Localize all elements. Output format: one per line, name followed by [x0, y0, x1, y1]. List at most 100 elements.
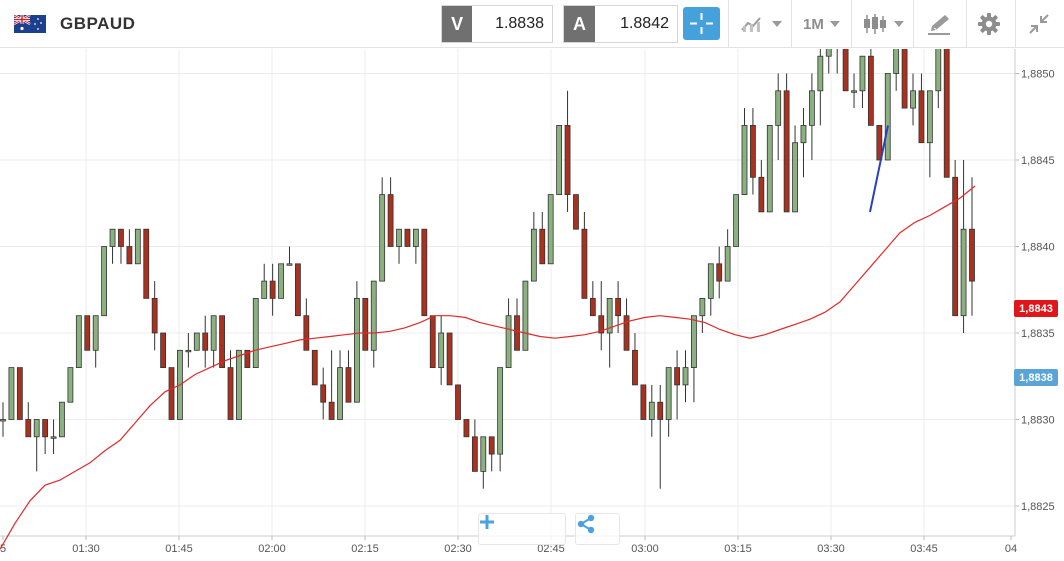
candle-down	[446, 332, 453, 386]
candle-down	[421, 228, 428, 317]
candle-down	[969, 228, 975, 282]
chevron-down-icon	[894, 21, 904, 27]
candle-down	[640, 384, 647, 420]
buy-quote-button[interactable]: A 1.8842	[563, 5, 678, 43]
candle-down	[295, 263, 301, 317]
candle-down	[328, 401, 335, 420]
candle-down	[632, 349, 638, 386]
candle-down	[227, 367, 234, 420]
candle-up	[893, 49, 900, 74]
y-axis-tick-label: 1,8845	[1021, 155, 1055, 167]
zoom-controls	[478, 513, 566, 545]
candle-down	[943, 49, 950, 178]
share-button[interactable]	[575, 513, 620, 545]
y-axis-tick-label: 1,8830	[1021, 415, 1055, 427]
candle-down	[842, 49, 849, 92]
buy-price: 1.8842	[620, 15, 669, 32]
candle-up	[792, 142, 798, 213]
chart-toolbar: GBPAUD V 1.8838 A 1.8842 1M	[0, 0, 1064, 48]
candle-down	[362, 297, 369, 351]
toolbar-divider	[728, 0, 729, 48]
candle-down	[404, 228, 411, 247]
candlestick-chart[interactable]: 1,8825 1,8830 1,8835 1,8840 1,8845 1,8850 1,88…	[0, 49, 1064, 561]
candle-up	[438, 332, 445, 368]
collapse-button[interactable]	[1027, 6, 1051, 42]
zoom-in-button[interactable]	[480, 515, 559, 543]
candle-down	[269, 280, 276, 299]
crosshair-button[interactable]	[683, 7, 720, 40]
toolbar-divider	[913, 0, 914, 48]
candle-up	[286, 263, 293, 266]
candle-down	[143, 228, 150, 299]
candle-down	[311, 349, 318, 386]
y-axis-tick-label: 1,8850	[1021, 69, 1055, 81]
candle-up	[396, 228, 402, 247]
candle-up	[59, 401, 65, 438]
candle-up	[809, 90, 815, 126]
candle-up	[109, 228, 116, 247]
candle-up	[370, 280, 377, 351]
candle-up	[825, 49, 832, 57]
sell-quote-button[interactable]: V 1.8838	[441, 5, 553, 43]
price-chart[interactable]: 1,8825 1,8830 1,8835 1,8840 1,8845 1,8850 1,88…	[0, 49, 1064, 561]
candle-up	[775, 90, 782, 126]
instrument-name: GBPAUD	[60, 14, 136, 33]
trend-line	[869, 125, 889, 213]
chart-type-dropdown[interactable]	[740, 6, 782, 42]
candle-up	[412, 228, 419, 247]
candle-up	[101, 246, 108, 317]
x-axis-tick-label: 03:15	[724, 543, 752, 555]
candle-up	[67, 367, 74, 403]
candle-up	[185, 349, 192, 353]
settings-button[interactable]	[977, 6, 1001, 42]
candle-up	[236, 349, 242, 420]
x-axis-tick-label: 02:30	[444, 543, 472, 555]
candle-down	[918, 90, 925, 144]
timeframe-label: 1M	[803, 15, 824, 33]
candle-down	[84, 315, 91, 351]
y-axis-tick-label: 1,8835	[1021, 328, 1055, 340]
candle-down	[598, 315, 605, 334]
candle-down	[750, 125, 756, 178]
x-axis-tick-label: 02:15	[351, 543, 379, 555]
candle-up	[724, 246, 731, 282]
timeframe-dropdown[interactable]: 1M	[803, 6, 840, 42]
candle-up	[134, 228, 141, 265]
candle-down	[25, 419, 32, 438]
drawing-tools-button[interactable]	[926, 6, 952, 42]
candle-up	[741, 125, 748, 195]
candle-up	[92, 315, 99, 351]
instrument-selector[interactable]: GBPAUD	[13, 12, 136, 36]
sell-label: V	[442, 6, 473, 42]
candle-up	[682, 367, 689, 386]
x-axis-tick-label: 04	[1005, 543, 1017, 555]
candle-down	[151, 297, 158, 334]
y-axis-tick-label: 1,8825	[1021, 501, 1055, 513]
candle-up	[884, 73, 891, 161]
candle-down	[16, 367, 23, 420]
candle-down	[463, 419, 470, 438]
candle-down	[615, 297, 622, 317]
candle-up	[278, 263, 284, 299]
candle-down	[783, 90, 790, 213]
drawing-tool-icon	[928, 15, 950, 35]
candle-style-dropdown[interactable]	[862, 6, 904, 42]
candle-up	[691, 315, 697, 369]
candle-up	[648, 401, 655, 420]
candle-up	[75, 315, 82, 369]
candle-up	[505, 315, 512, 369]
candle-down	[867, 55, 874, 126]
candle-up	[547, 194, 554, 265]
candle-up	[530, 228, 537, 282]
candle-down	[168, 367, 175, 420]
chart-type-icon	[741, 17, 761, 32]
candle-up	[210, 315, 217, 351]
candle-down	[118, 228, 124, 247]
candle-down	[573, 194, 579, 230]
x-axis-tick-label: 5	[0, 543, 6, 555]
candle-up	[707, 263, 714, 299]
candle-down	[581, 228, 588, 299]
candle-up	[353, 297, 360, 403]
candle-down	[564, 125, 571, 195]
candle-down	[429, 315, 436, 369]
